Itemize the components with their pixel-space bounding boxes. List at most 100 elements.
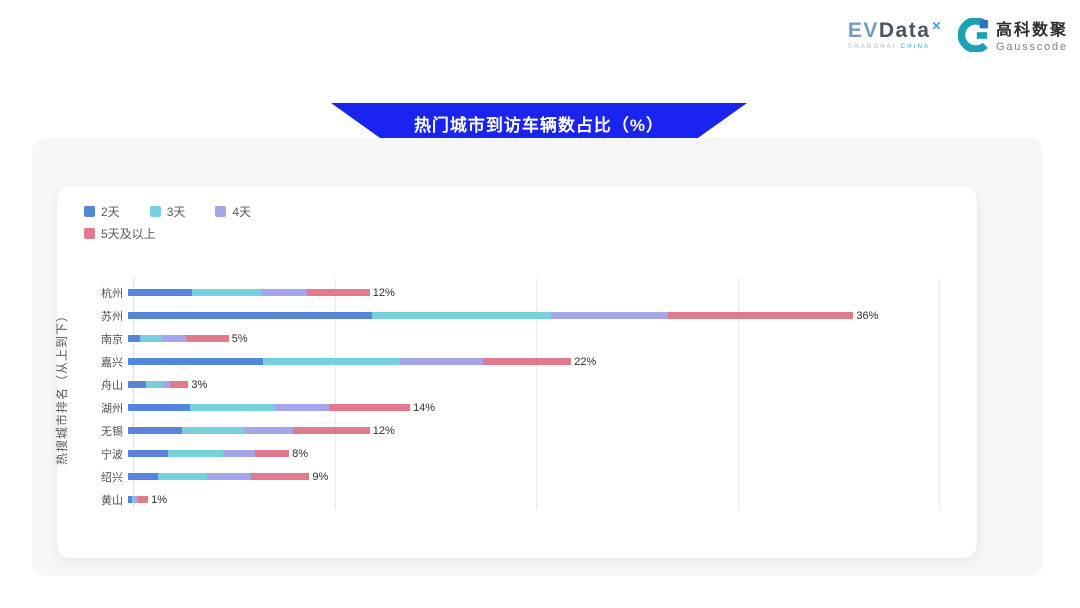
total-value-label: 14% xyxy=(413,401,436,414)
bar-segment-5天及以上[interactable] xyxy=(170,381,189,388)
legend-row: 2天 3天 4天 xyxy=(84,203,384,220)
plot-area xyxy=(133,278,943,509)
stacked-bar xyxy=(128,427,370,434)
category-label: 宁波 xyxy=(101,448,123,461)
evdata-subline: SHANGHAI CHINA xyxy=(848,44,942,50)
gausscode-g-icon xyxy=(956,17,990,57)
evdata-china-text: CHINA xyxy=(900,44,931,50)
bar-segment-4天[interactable] xyxy=(134,496,139,503)
gridline-40 xyxy=(939,278,940,509)
bar-segment-3天[interactable] xyxy=(371,312,552,319)
bar-segment-4天[interactable] xyxy=(551,312,668,319)
legend-row: 5天及以上 xyxy=(84,225,384,242)
stacked-bar xyxy=(128,496,149,503)
bar-segment-4天[interactable] xyxy=(222,450,255,457)
total-value-label: 5% xyxy=(231,332,248,345)
category-label: 湖州 xyxy=(101,402,123,415)
chart-row-南京: 南京 5% xyxy=(0,327,1080,350)
bar-segment-2天[interactable] xyxy=(128,381,147,388)
total-value-label: 22% xyxy=(574,355,597,368)
bar-segment-5天及以上[interactable] xyxy=(186,335,229,342)
bar-segment-3天[interactable] xyxy=(192,289,261,296)
bar-segment-2天[interactable] xyxy=(128,358,263,365)
legend-swatch-icon xyxy=(149,206,161,217)
bar-segment-3天[interactable] xyxy=(263,358,401,365)
bar-segment-2天[interactable] xyxy=(128,427,183,434)
gausscode-name-en: Gausscode xyxy=(995,40,1068,53)
bar-segment-2天[interactable] xyxy=(128,473,159,480)
stacked-bar xyxy=(128,404,411,411)
legend-label: 5天及以上 xyxy=(101,227,156,241)
total-value-label: 1% xyxy=(151,493,167,506)
stacked-bar xyxy=(128,381,189,388)
gridline-20 xyxy=(536,278,537,509)
evdata-wordmark: EVData✕ xyxy=(847,19,942,42)
bar-segment-5天及以上[interactable] xyxy=(254,450,290,457)
bar-segment-3天[interactable] xyxy=(190,404,276,411)
total-value-label: 9% xyxy=(312,470,329,483)
bar-segment-4天[interactable] xyxy=(162,381,171,388)
bar-segment-3天[interactable] xyxy=(146,381,163,388)
bar-segment-3天[interactable] xyxy=(182,427,245,434)
bar-segment-2天[interactable] xyxy=(128,312,372,319)
category-label: 杭州 xyxy=(101,287,123,300)
bar-segment-2天[interactable] xyxy=(128,404,191,411)
header-logos: EVData✕ SHANGHAI CHINA 高科数聚 Gausscode xyxy=(848,17,1068,57)
total-value-label: 12% xyxy=(372,424,395,437)
bar-segment-2天[interactable] xyxy=(128,450,169,457)
bar-segment-5天及以上[interactable] xyxy=(138,496,149,503)
bar-segment-4天[interactable] xyxy=(275,404,330,411)
bar-segment-4天[interactable] xyxy=(244,427,294,434)
legend-item-5天及以上[interactable]: 5天及以上 xyxy=(84,225,156,242)
gausscode-name-zh: 高科数聚 xyxy=(995,22,1068,40)
bar-segment-5天及以上[interactable] xyxy=(250,473,310,480)
bar-segment-4天[interactable] xyxy=(162,335,187,342)
chart-card xyxy=(57,186,977,558)
bar-segment-2天[interactable] xyxy=(128,496,133,503)
evdata-ev-text: EV xyxy=(847,19,879,42)
bar-segment-5天及以上[interactable] xyxy=(668,312,854,319)
legend-swatch-icon xyxy=(215,206,227,217)
bar-segment-5天及以上[interactable] xyxy=(482,358,572,365)
total-value-label: 3% xyxy=(191,378,208,391)
category-label: 苏州 xyxy=(101,310,123,323)
evdata-logo: EVData✕ SHANGHAI CHINA xyxy=(848,18,942,50)
chart-row-杭州: 杭州 12% xyxy=(0,281,1080,304)
chart-row-宁波: 宁波 8% xyxy=(0,442,1080,465)
stacked-bar xyxy=(128,450,290,457)
bar-segment-3天[interactable] xyxy=(158,473,207,480)
legend-item-2天[interactable]: 2天 xyxy=(84,203,120,220)
bar-segment-4天[interactable] xyxy=(206,473,251,480)
legend-label: 4天 xyxy=(232,205,252,219)
evdata-data-text: Data xyxy=(878,19,931,42)
chart-row-舟山: 舟山 3% xyxy=(0,373,1080,396)
stacked-bar xyxy=(128,335,229,342)
chart-legend: 2天 3天 4天 5天及以上 xyxy=(84,203,384,247)
gausscode-text: 高科数聚 Gausscode xyxy=(996,22,1068,53)
legend-item-3天[interactable]: 3天 xyxy=(149,203,186,220)
chart-row-湖州: 湖州 14% xyxy=(0,396,1080,419)
chart-row-黄山: 黄山 1% xyxy=(0,488,1080,511)
bar-segment-5天及以上[interactable] xyxy=(329,404,411,411)
bar-rows: 杭州 12% 苏州 36% 南京 5% 嘉兴 22% 舟山 3% 湖州 14% 无锡 12% 宁波 8% 绍兴 9… xyxy=(0,281,1080,511)
bar-segment-5天及以上[interactable] xyxy=(293,427,370,434)
chart-row-苏州: 苏州 36% xyxy=(0,304,1080,327)
legend-label: 2天 xyxy=(101,205,120,219)
bar-segment-3天[interactable] xyxy=(168,450,223,457)
gridline-30 xyxy=(738,278,739,509)
stacked-bar xyxy=(128,473,310,480)
bar-segment-2天[interactable] xyxy=(128,289,193,296)
bar-segment-2天[interactable] xyxy=(128,335,141,342)
bar-segment-3天[interactable] xyxy=(140,335,163,342)
category-label: 无锡 xyxy=(101,425,123,438)
bar-segment-3天[interactable] xyxy=(132,496,135,503)
bar-segment-5天及以上[interactable] xyxy=(307,289,370,296)
gausscode-logo: 高科数聚 Gausscode xyxy=(956,17,1068,57)
chart-title: 热门城市到访车辆数占比（%） xyxy=(413,115,665,135)
bar-segment-4天[interactable] xyxy=(260,289,308,296)
bar-segment-4天[interactable] xyxy=(400,358,483,365)
legend-item-4天[interactable]: 4天 xyxy=(215,203,251,220)
legend-label: 3天 xyxy=(166,205,186,219)
total-value-label: 8% xyxy=(292,447,309,460)
